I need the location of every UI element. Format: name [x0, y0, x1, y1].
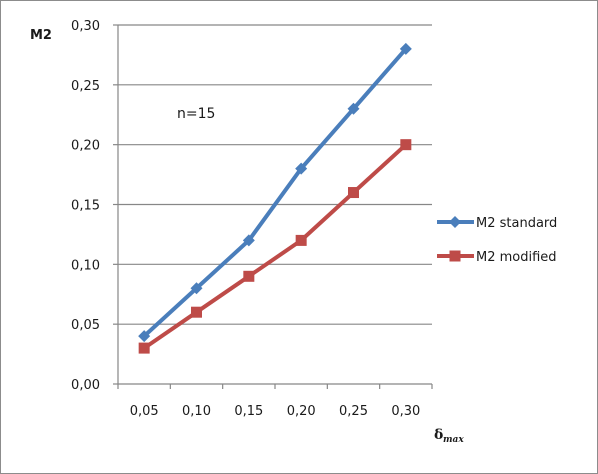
data-point [242, 234, 255, 247]
x-axis-label: δ max [434, 427, 464, 445]
series-modified [138, 139, 412, 354]
data-point [243, 270, 255, 282]
data-point [138, 330, 151, 343]
data-point [191, 306, 202, 318]
y-tick-label: 0,00 [71, 378, 100, 393]
y-tick-label: 0,25 [71, 79, 100, 94]
x-tick-label: 0,10 [182, 404, 211, 419]
legend-label: M2 modified [476, 250, 557, 265]
y-tick-label: 0,15 [71, 199, 100, 214]
legend-swatch-marker [449, 250, 461, 262]
axes [113, 24, 433, 389]
y-tick-labels: 0,00 0,05 0,10 0,15 0,20 0,25 0,30 [71, 19, 100, 393]
x-tick-label: 0,15 [234, 404, 263, 419]
data-point [399, 42, 412, 55]
x-tick-label: 0,30 [391, 404, 420, 419]
series-line [143, 143, 408, 350]
legend-label: M2 standard [476, 216, 557, 231]
gridlines [118, 24, 432, 325]
legend: M2 standard M2 modified [437, 216, 557, 265]
x-tick-label: 0,25 [339, 404, 368, 419]
x-axis-label-main: δ [434, 427, 443, 443]
x-tick-label: 0,20 [287, 404, 316, 419]
legend-item-modified: M2 modified [437, 250, 557, 265]
x-tick-label: 0,05 [130, 404, 159, 419]
data-point [138, 342, 150, 354]
legend-swatch-marker [449, 216, 461, 228]
data-point [190, 282, 203, 295]
data-point [295, 234, 307, 246]
series-layer [138, 42, 412, 354]
data-point [347, 102, 360, 115]
data-point [295, 162, 308, 175]
y-tick-label: 0,05 [71, 318, 100, 333]
data-point [400, 139, 412, 151]
series-line [142, 47, 408, 338]
series-standard [138, 42, 412, 343]
data-point [348, 187, 359, 199]
x-tick-labels: 0,05 0,10 0,15 0,20 0,25 0,30 [130, 404, 421, 419]
y-tick-label: 0,30 [71, 19, 100, 34]
x-axis-label-subscript: max [443, 435, 464, 445]
annotation-n: n=15 [177, 106, 215, 122]
y-tick-label: 0,20 [71, 139, 100, 154]
legend-item-standard: M2 standard [437, 216, 557, 231]
y-tick-label: 0,10 [71, 258, 100, 273]
y-axis-label: M2 [30, 28, 52, 43]
